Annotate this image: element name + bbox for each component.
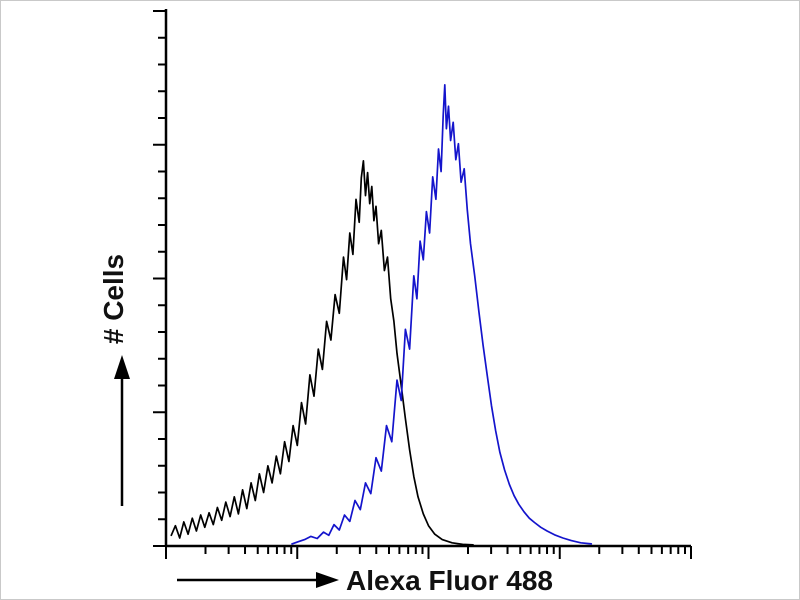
x-axis — [165, 544, 692, 559]
histogram-curves — [170, 83, 593, 546]
y-axis-label: # Cells — [98, 254, 129, 344]
series-black-trace — [170, 159, 474, 546]
y-axis — [153, 9, 168, 547]
y-axis-arrow-icon — [114, 355, 130, 506]
series-blue-trace — [291, 83, 593, 545]
x-axis-label: Alexa Fluor 488 — [346, 565, 553, 596]
x-axis-arrow-icon — [177, 572, 339, 588]
